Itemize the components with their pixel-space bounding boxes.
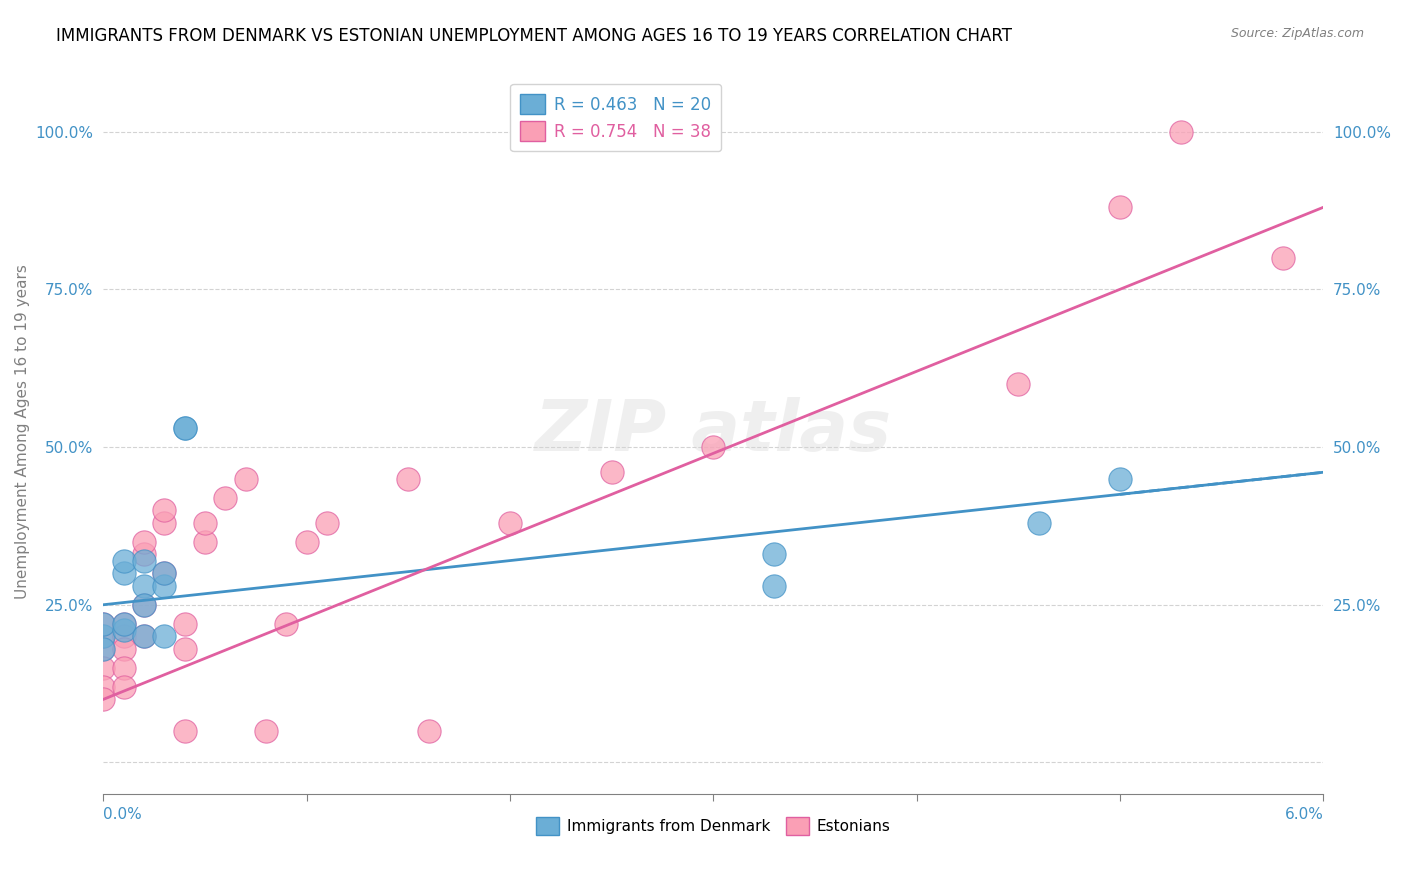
Point [112, 553, 135, 567]
Point [418, 723, 440, 738]
Point [132, 598, 155, 612]
Point [153, 579, 176, 593]
Point [132, 579, 155, 593]
Point [763, 547, 786, 561]
Point [499, 516, 522, 530]
Point [91, 692, 114, 706]
Point [600, 465, 623, 479]
Text: ZIP atlas: ZIP atlas [534, 397, 891, 466]
Point [702, 440, 724, 454]
Point [132, 629, 155, 643]
Point [132, 553, 155, 567]
Point [112, 616, 135, 631]
Text: 0.0%: 0.0% [103, 806, 142, 822]
Point [254, 723, 277, 738]
Point [173, 723, 195, 738]
Point [91, 680, 114, 694]
Point [91, 629, 114, 643]
Point [1028, 516, 1050, 530]
Text: IMMIGRANTS FROM DENMARK VS ESTONIAN UNEMPLOYMENT AMONG AGES 16 TO 19 YEARS CORRE: IMMIGRANTS FROM DENMARK VS ESTONIAN UNEM… [56, 27, 1012, 45]
Legend: Immigrants from Denmark, Estonians: Immigrants from Denmark, Estonians [527, 807, 900, 845]
Point [91, 641, 114, 656]
Point [112, 680, 135, 694]
Point [396, 472, 419, 486]
Point [1109, 200, 1132, 214]
Text: Source: ZipAtlas.com: Source: ZipAtlas.com [1230, 27, 1364, 40]
Point [153, 503, 176, 517]
Point [132, 534, 155, 549]
Point [91, 629, 114, 643]
Point [112, 661, 135, 675]
Point [153, 516, 176, 530]
Y-axis label: Unemployment Among Ages 16 to 19 years: Unemployment Among Ages 16 to 19 years [15, 264, 30, 599]
Point [173, 421, 195, 435]
Point [1109, 472, 1132, 486]
Point [112, 629, 135, 643]
Point [112, 616, 135, 631]
Point [112, 566, 135, 581]
Point [316, 516, 339, 530]
Point [1007, 376, 1029, 391]
Point [173, 421, 195, 435]
Point [91, 616, 114, 631]
Point [91, 616, 114, 631]
Point [295, 534, 318, 549]
Point [214, 491, 236, 505]
Point [173, 641, 195, 656]
Point [153, 566, 176, 581]
Point [1170, 125, 1192, 139]
Point [235, 472, 257, 486]
Point [276, 616, 298, 631]
Text: 6.0%: 6.0% [1285, 806, 1323, 822]
Point [194, 516, 217, 530]
Point [112, 641, 135, 656]
Point [173, 616, 195, 631]
Point [91, 641, 114, 656]
Point [112, 623, 135, 637]
Point [132, 598, 155, 612]
Point [132, 629, 155, 643]
Point [153, 566, 176, 581]
Point [1271, 251, 1294, 265]
Point [132, 547, 155, 561]
Point [91, 661, 114, 675]
Point [153, 629, 176, 643]
Point [763, 579, 786, 593]
Point [194, 534, 217, 549]
